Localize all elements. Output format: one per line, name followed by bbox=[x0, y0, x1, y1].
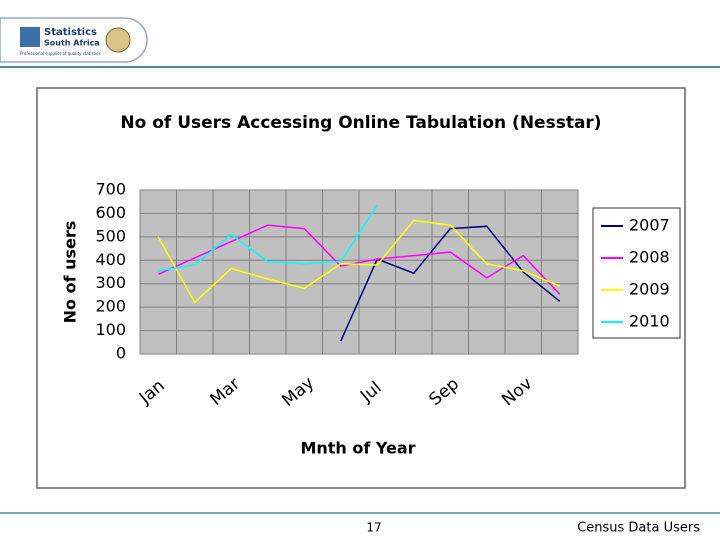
page-number: 17 bbox=[366, 521, 381, 535]
y-tick-label: 200 bbox=[95, 297, 126, 316]
series-line bbox=[158, 204, 378, 272]
chart-title: No of Users Accessing Online Tabulation … bbox=[120, 113, 601, 133]
y-tick-label: 600 bbox=[95, 203, 126, 222]
logo-title: Statistics bbox=[44, 27, 97, 38]
y-tick-label: 700 bbox=[95, 180, 126, 199]
logo-icon bbox=[20, 27, 40, 47]
y-tick-label: 100 bbox=[95, 320, 126, 339]
legend-box bbox=[592, 207, 681, 339]
legend-label: 2009 bbox=[629, 280, 670, 299]
series-line bbox=[157, 219, 561, 304]
y-tick-label: 400 bbox=[95, 250, 126, 269]
logo-tagline: Professional supplier of quality statist… bbox=[20, 51, 101, 56]
y-tick-label: 300 bbox=[95, 273, 126, 292]
y-tick-label: 500 bbox=[95, 226, 126, 245]
y-axis-label: No of users bbox=[61, 221, 80, 324]
legend-label: 2008 bbox=[629, 248, 670, 267]
legend-label: 2007 bbox=[629, 216, 670, 235]
series-line bbox=[157, 224, 561, 295]
legend-label: 2010 bbox=[629, 312, 670, 331]
chart: No of Users Accessing Online Tabulation … bbox=[61, 113, 681, 458]
logo-subtitle: South Africa bbox=[44, 39, 100, 48]
coat-of-arms bbox=[105, 27, 131, 53]
x-axis-label: Mnth of Year bbox=[300, 439, 415, 458]
y-tick-label: 0 bbox=[116, 344, 126, 363]
footer-text: Census Data Users bbox=[577, 521, 700, 536]
